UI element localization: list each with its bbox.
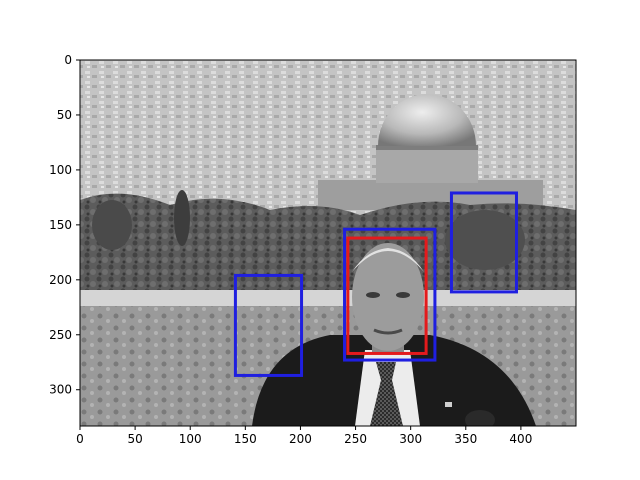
x-tick-label: 150 [234,432,257,446]
x-tick-label: 100 [179,432,202,446]
axes-frame [79,59,577,427]
y-tick-label: 300 [49,383,72,397]
x-axis-ticks: 0 50 100 150 200 250 300 350 400 [76,426,532,446]
x-tick-label: 300 [399,432,422,446]
x-tick-label: 250 [344,432,367,446]
tie [370,362,403,426]
photo-image [80,60,576,426]
bounding-box-1 [346,236,428,355]
bounding-box-4 [449,191,518,294]
y-tick-label: 200 [49,273,72,287]
y-axis-ticks: 0 50 100 150 200 250 300 [49,53,80,397]
x-tick-label: 400 [509,432,532,446]
x-tick-label: 0 [76,432,84,446]
y-tick-label: 50 [57,108,72,122]
x-tick-label: 200 [289,432,312,446]
face [352,243,424,351]
bounding-box-3 [233,273,304,377]
bounding-boxes [233,191,518,377]
y-tick-label: 100 [49,163,72,177]
bounding-box-2 [343,227,437,362]
y-tick-label: 250 [49,328,72,342]
dome [378,94,476,146]
y-tick-label: 0 [64,53,72,67]
y-tick-label: 150 [49,218,72,232]
x-tick-label: 50 [127,432,142,446]
x-tick-label: 350 [454,432,477,446]
